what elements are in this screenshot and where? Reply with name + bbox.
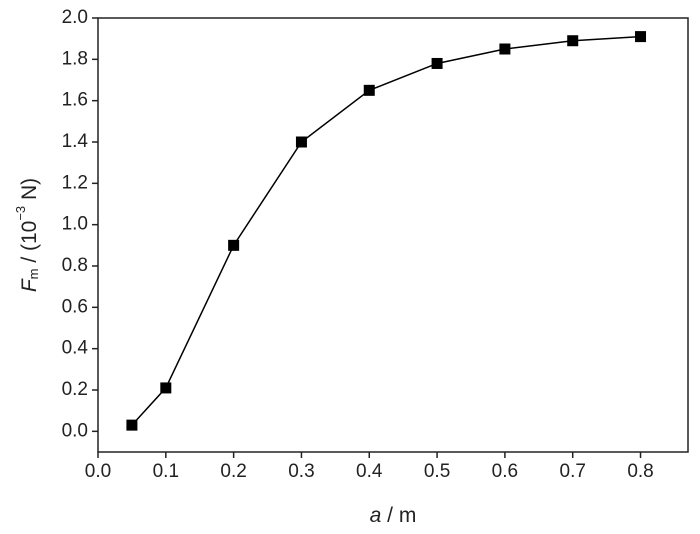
y-axis-text: / (10: [18, 221, 41, 269]
x-tick-label: 0.1: [153, 461, 179, 482]
x-tick-label: 0.2: [220, 461, 246, 482]
x-tick-label: 0.6: [492, 461, 518, 482]
data-point: [228, 239, 240, 251]
y-tick-label: 1.4: [62, 131, 89, 152]
x-tick-label: 0.4: [356, 461, 383, 482]
series-line: [131, 35, 641, 426]
data-point: [126, 419, 138, 431]
y-axis-subscript: m: [26, 269, 41, 280]
x-tick-label: 0.8: [627, 461, 653, 482]
data-point: [295, 136, 307, 148]
y-tick-label: 0.0: [62, 420, 88, 441]
data-point: [635, 31, 647, 43]
y-tick-label: 1.8: [62, 48, 88, 69]
data-point: [160, 382, 172, 394]
x-axis-unit: / m: [381, 504, 416, 527]
data-point: [567, 35, 579, 47]
y-axis-title: Fm / (10−3 N): [13, 178, 41, 292]
x-tick-label: 0.3: [288, 461, 314, 482]
y-axis-symbol: F: [18, 278, 41, 292]
y-tick-label: 1.2: [62, 172, 88, 193]
x-tick-label: 0.0: [85, 461, 111, 482]
y-tick-label: 0.6: [62, 296, 88, 317]
x-tick-label: 0.5: [424, 461, 450, 482]
y-tick-label: 1.0: [62, 214, 88, 235]
y-tick-label: 0.2: [62, 379, 88, 400]
data-point: [499, 43, 511, 55]
plot-frame: [97, 17, 689, 453]
y-axis-exponent: −3: [13, 206, 28, 221]
data-point: [363, 84, 375, 96]
data-point: [431, 57, 443, 69]
x-axis-symbol: a: [370, 504, 382, 527]
y-tick-label: 1.6: [62, 90, 88, 111]
x-tick-label: 0.7: [560, 461, 586, 482]
x-axis-title: a / m: [370, 504, 417, 527]
y-tick-label: 0.4: [62, 338, 89, 359]
y-tick-label: 2.0: [62, 7, 88, 28]
y-axis-unit: N): [18, 178, 41, 206]
y-tick-label: 0.8: [62, 255, 88, 276]
